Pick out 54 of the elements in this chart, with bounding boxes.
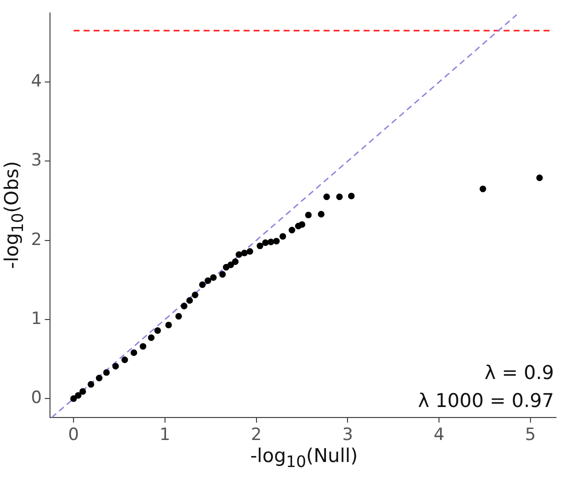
y-tick-label: 4 — [30, 71, 42, 92]
point — [227, 262, 234, 268]
point — [480, 186, 486, 192]
point — [268, 238, 274, 246]
point — [88, 381, 94, 388]
y-tick-label: 1 — [30, 308, 42, 329]
point — [232, 258, 239, 265]
annotation: λ = 0.9 — [484, 362, 554, 384]
x-tick-label: 0 — [68, 425, 79, 446]
x-tick-label: 4 — [434, 425, 444, 446]
point — [121, 356, 128, 364]
point — [305, 212, 312, 218]
point — [165, 322, 172, 328]
point — [148, 334, 155, 341]
point — [140, 343, 146, 350]
point — [262, 239, 269, 246]
point — [298, 221, 306, 228]
point — [323, 194, 330, 200]
point — [199, 281, 206, 288]
point — [186, 297, 193, 304]
y-tick-label: 3 — [30, 150, 42, 171]
point — [154, 327, 161, 334]
point — [241, 250, 248, 256]
point — [74, 392, 82, 399]
point — [288, 226, 296, 234]
point — [130, 349, 138, 356]
point — [273, 238, 280, 244]
point — [96, 374, 102, 382]
point — [210, 274, 217, 281]
point — [204, 277, 212, 284]
x-tick-label: 5 — [525, 425, 536, 446]
x-tick-label: 3 — [342, 425, 354, 446]
x-tick-label: 2 — [250, 425, 262, 446]
point — [175, 313, 182, 320]
point — [318, 210, 324, 218]
point — [103, 369, 110, 376]
point — [256, 242, 264, 250]
point — [236, 251, 242, 258]
point — [246, 248, 254, 255]
y-tick-label: 0 — [30, 388, 42, 408]
x-axis-title: -log$_{10}$(Null) — [249, 445, 359, 471]
point — [79, 388, 86, 395]
point — [112, 362, 119, 370]
annotation: λ 1000 = 0.97 — [418, 390, 554, 412]
point — [70, 395, 77, 402]
point — [336, 194, 343, 200]
point — [180, 302, 188, 310]
point — [192, 292, 198, 298]
point — [219, 271, 226, 278]
point — [280, 233, 286, 240]
y-tick-label: 2 — [30, 230, 42, 250]
x-tick-label: 1 — [160, 425, 170, 446]
point — [536, 174, 543, 182]
point — [348, 192, 355, 200]
